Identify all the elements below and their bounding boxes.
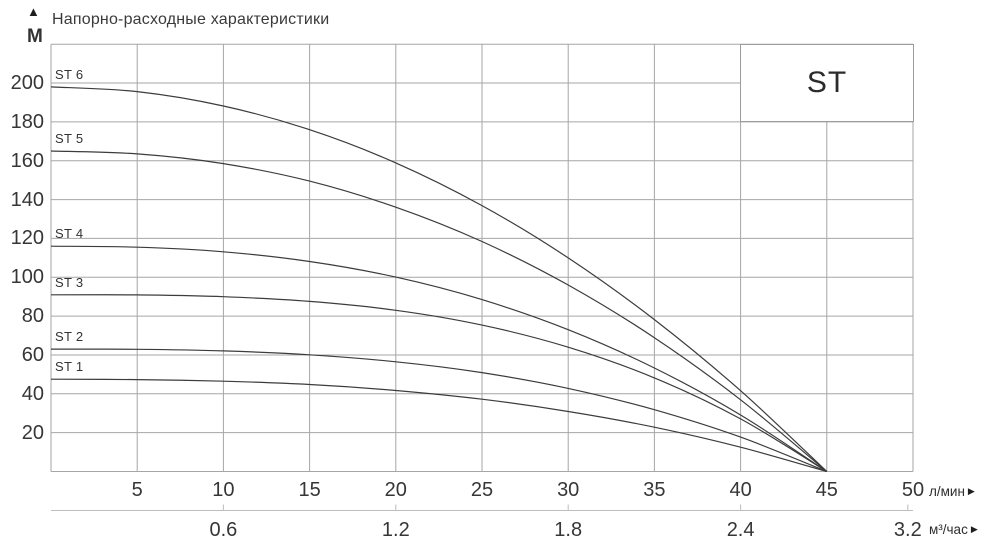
secondary-tick-label: 1.2 — [381, 519, 410, 541]
y-tick-label: 120 — [10, 227, 44, 250]
y-tick-label: 20 — [21, 421, 44, 444]
y-tick-label: 60 — [21, 343, 44, 366]
curve-label-st-6: ST 6 — [55, 66, 84, 82]
secondary-tick-label: 1.8 — [554, 519, 583, 541]
x-tick-label: 40 — [729, 479, 752, 501]
curve-label-st-5: ST 5 — [55, 131, 84, 147]
x-tick-label: 5 — [131, 479, 143, 501]
x-axis-unit: л/мин ▶ — [929, 481, 975, 501]
curve-label-st-1: ST 1 — [55, 359, 84, 375]
secondary-tick-label: 0.6 — [209, 519, 238, 541]
secondary-tick-label: 2.4 — [726, 519, 755, 541]
curve-st-5 — [50, 150, 828, 472]
x-tick-label: 50 — [901, 479, 925, 501]
y-tick-label: 80 — [21, 305, 44, 328]
x-tick-label: 35 — [643, 479, 666, 501]
right-arrow-icon: ▶ — [967, 486, 975, 496]
x-tick-label: 15 — [298, 479, 321, 501]
curve-st-4 — [50, 245, 828, 473]
x-tick-label: 20 — [384, 479, 407, 501]
y-tick-label: 160 — [10, 149, 44, 172]
curve-st-1 — [50, 378, 827, 473]
legend-box: ST — [740, 44, 914, 122]
page-title: Напорно-расходные характеристики — [52, 11, 330, 28]
curve-label-st-3: ST 3 — [55, 274, 84, 290]
y-axis-unit: М — [27, 26, 43, 47]
y-tick-label: 140 — [10, 188, 44, 211]
y-tick-label: 200 — [10, 72, 44, 95]
secondary-tick-label: 3.2 — [893, 519, 922, 541]
legend-label: ST — [806, 66, 848, 99]
secondary-axis-unit: м³/час ▶ — [929, 519, 978, 539]
y-tick-label: 180 — [10, 110, 44, 133]
y-tick-label: 40 — [21, 382, 44, 405]
curve-st-2 — [50, 348, 828, 473]
secondary-axis-unit-label: м³/час — [929, 521, 968, 537]
curve-label-st-4: ST 4 — [55, 226, 84, 242]
y-axis-arrow-icon: ▲ — [27, 4, 40, 19]
curve-st-6 — [50, 86, 828, 472]
x-axis-unit-label: л/мин — [929, 483, 965, 499]
right-arrow-icon: ▶ — [970, 524, 978, 534]
y-tick-label: 100 — [10, 266, 44, 289]
x-tick-label: 30 — [557, 479, 580, 501]
curve-label-st-2: ST 2 — [55, 329, 84, 345]
x-tick-label: 45 — [815, 479, 838, 501]
curve-st-3 — [50, 294, 828, 473]
x-tick-label: 10 — [212, 479, 235, 501]
x-tick-label: 25 — [470, 479, 494, 501]
